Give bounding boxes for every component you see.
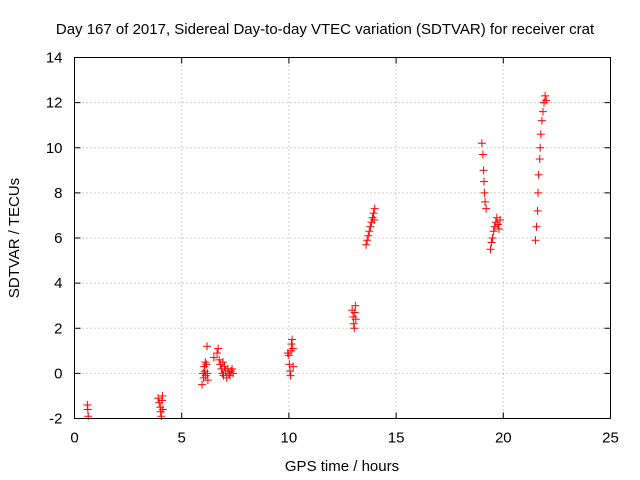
data-point <box>214 344 223 353</box>
data-point <box>366 222 375 231</box>
data-point <box>287 340 296 349</box>
data-point <box>482 204 491 213</box>
data-point <box>487 238 496 247</box>
data-point <box>481 197 490 206</box>
y-tick-label: 4 <box>54 275 62 292</box>
data-point <box>285 360 294 369</box>
data-point <box>364 231 373 240</box>
x-tick-label: 15 <box>388 430 405 447</box>
x-tick-label: 10 <box>281 430 298 447</box>
data-point <box>284 351 293 360</box>
data-point <box>480 188 489 197</box>
data-point <box>536 143 545 152</box>
data-point <box>198 380 207 389</box>
data-point <box>480 177 489 186</box>
data-point <box>203 369 212 378</box>
data-point-layer <box>83 91 551 421</box>
data-point <box>228 364 237 373</box>
data-point <box>83 405 92 414</box>
data-point <box>478 150 487 159</box>
data-point <box>538 107 547 116</box>
data-point <box>534 188 543 197</box>
data-point <box>285 367 294 376</box>
data-point <box>496 215 505 224</box>
data-point <box>535 155 544 164</box>
data-point <box>84 412 93 421</box>
data-point <box>489 227 498 236</box>
chart-title: Day 167 of 2017, Sidereal Day-to-day VTE… <box>56 21 595 38</box>
data-point <box>289 362 298 371</box>
data-point <box>532 222 541 231</box>
data-point <box>362 240 371 249</box>
data-point <box>369 209 378 218</box>
data-point <box>493 220 502 229</box>
data-point <box>202 342 211 351</box>
data-point <box>349 319 358 328</box>
y-tick-label: 14 <box>46 50 63 67</box>
data-point <box>156 407 165 416</box>
data-point <box>542 96 551 105</box>
y-tick-label: 12 <box>46 95 63 112</box>
data-point <box>215 355 224 364</box>
data-point <box>540 98 549 107</box>
data-point <box>158 405 167 414</box>
data-point <box>363 236 372 245</box>
data-point <box>199 373 208 382</box>
data-point <box>201 358 210 367</box>
data-point <box>536 130 545 139</box>
x-tick-label: 0 <box>70 430 78 447</box>
y-tick-label: -2 <box>49 411 62 428</box>
data-point <box>368 213 377 222</box>
data-point <box>209 353 218 362</box>
grid-layer <box>74 57 611 419</box>
data-point <box>351 315 360 324</box>
y-tick-label: 2 <box>54 320 62 337</box>
data-point <box>154 394 163 403</box>
y-tick-label: 6 <box>54 230 62 247</box>
data-point <box>288 344 297 353</box>
data-point <box>534 170 543 179</box>
data-point <box>158 391 167 400</box>
data-point <box>229 369 238 378</box>
data-point <box>288 335 297 344</box>
data-point <box>218 358 227 367</box>
x-tick-label: 20 <box>495 430 512 447</box>
data-point <box>533 206 542 215</box>
data-point <box>213 349 222 358</box>
data-point <box>350 308 359 317</box>
data-point <box>541 91 550 100</box>
data-point <box>370 215 379 224</box>
data-point <box>365 227 374 236</box>
plot-frame <box>74 57 611 419</box>
data-point <box>202 360 211 369</box>
data-point <box>351 301 360 310</box>
data-point <box>537 116 546 125</box>
x-tick-label: 25 <box>602 430 619 447</box>
x-tick-label: 5 <box>178 430 186 447</box>
y-tick-label: 0 <box>54 365 62 382</box>
data-point <box>286 371 295 380</box>
data-point <box>350 324 359 333</box>
y-axis-label: SDTVAR / TECUs <box>6 178 23 298</box>
data-point <box>531 236 540 245</box>
y-tick-label: 10 <box>46 140 63 157</box>
tick-label-layer: 0 5 10 15 20 25 -2 0 2 4 6 8 10 12 14 <box>46 50 619 447</box>
data-point <box>495 224 504 233</box>
x-axis-label: GPS time / hours <box>285 458 399 475</box>
data-point <box>370 204 379 213</box>
data-point <box>203 376 212 385</box>
data-point <box>488 234 497 242</box>
data-point <box>486 245 495 254</box>
data-point <box>479 166 488 175</box>
y-tick-label: 8 <box>54 185 62 202</box>
data-point <box>157 412 166 421</box>
data-point <box>477 139 486 148</box>
